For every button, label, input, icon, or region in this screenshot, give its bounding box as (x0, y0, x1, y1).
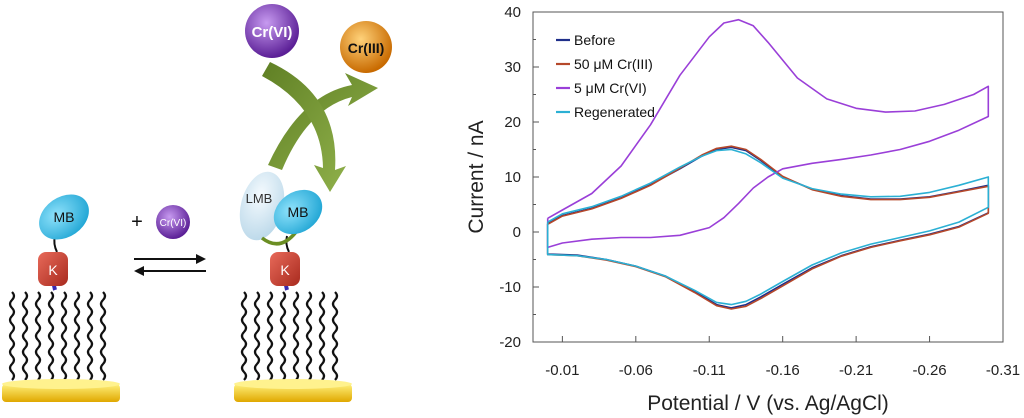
redox-cycle-arrows (262, 62, 378, 192)
x-tick-label: -0.26 (912, 362, 946, 379)
crvi-ball: Cr(VI) (245, 4, 299, 58)
crvi-label: Cr(VI) (252, 24, 293, 41)
cv-chart: -20 -10 0 10 20 30 40 -0.01 -0.06 -0.11 -0.16 -0.2… (465, 4, 1020, 415)
gold-electrode-right (234, 379, 352, 402)
k-unit-right: K (270, 252, 300, 286)
mb-label-left: MB (54, 209, 75, 225)
x-tick-label: -0.01 (545, 362, 579, 379)
schematic-after: K LMB MB Cr(VI) Cr(III) (234, 4, 392, 402)
arrow-to-criii (268, 73, 378, 170)
x-tick-label: -0.11 (693, 362, 726, 379)
y-tick-label: -10 (499, 279, 521, 296)
plus-sign: + (131, 211, 143, 233)
y-axis: -20 -10 0 10 20 30 40 (499, 4, 539, 351)
arrow-from-crvi (262, 62, 346, 192)
x-tick-label: -0.21 (839, 362, 873, 379)
legend-label: Before (574, 32, 615, 48)
mb-left: MB (39, 194, 89, 240)
x-axis-title: Potential / V (vs. Ag/AgCl) (647, 392, 889, 415)
y-tick-label: 10 (504, 169, 521, 186)
legend-label: 50 μM Cr(III) (574, 56, 653, 72)
alkyl-chains-right (240, 291, 339, 381)
k-label-left: K (48, 262, 58, 278)
x-tick-label: -0.16 (766, 362, 800, 379)
equilibrium-arrows (134, 254, 206, 276)
x-tick-label: -0.31 (986, 362, 1020, 379)
series-line-2 (546, 18, 990, 249)
legend-label: 5 μM Cr(VI) (574, 80, 647, 96)
series-lines (546, 18, 990, 310)
y-axis-title: Current / nA (465, 120, 488, 233)
y-tick-label: 0 (513, 224, 521, 241)
alkyl-chains-left (8, 291, 107, 381)
reagent-addition: + Cr(VI) (131, 205, 206, 276)
crvi-small-ball (156, 205, 190, 239)
k-unit-left: K (38, 252, 68, 286)
gold-electrode-left (2, 379, 120, 402)
mb-label-right: MB (288, 204, 309, 220)
k-label-right: K (280, 262, 290, 278)
mb-right: MB (273, 189, 323, 235)
crvi-small-label: Cr(VI) (160, 218, 187, 229)
series-line-3 (546, 148, 990, 306)
x-tick-label: -0.06 (619, 362, 653, 379)
criii-ball: Cr(III) (340, 21, 392, 73)
y-tick-label: 40 (504, 4, 521, 21)
y-tick-label: 30 (504, 59, 521, 76)
y-tick-label: 20 (504, 114, 521, 131)
criii-label: Cr(III) (348, 40, 385, 56)
legend: Before 50 μM Cr(III) 5 μM Cr(VI) Regenerate… (556, 32, 655, 120)
x-axis: -0.01 -0.06 -0.11 -0.16 -0.21 -0.26 -0.31 (545, 336, 1020, 379)
lmb-ghost: LMB (239, 171, 285, 241)
y-tick-label: -20 (499, 334, 521, 351)
tether-right (285, 235, 290, 253)
switch-arrow (260, 230, 298, 246)
legend-label: Regenerated (574, 104, 655, 120)
schematic-before: K MB (2, 194, 120, 402)
lmb-label: LMB (246, 191, 273, 206)
